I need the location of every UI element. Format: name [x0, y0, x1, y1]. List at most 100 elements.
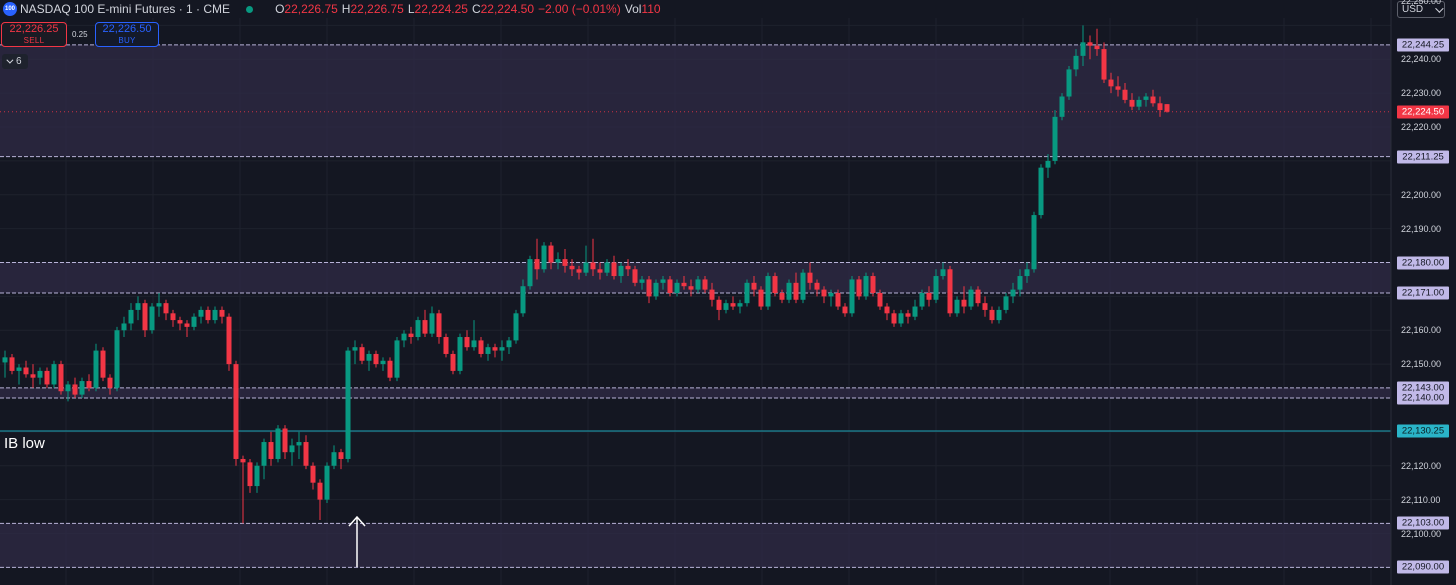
price-tick-label: 22,240.00	[1401, 54, 1442, 65]
candle-body	[793, 282, 799, 300]
candle-body	[1122, 89, 1128, 100]
candle-body	[569, 265, 575, 270]
candle-body	[282, 428, 288, 453]
candle-body	[730, 303, 736, 307]
candle-body	[86, 381, 92, 388]
candle-body	[44, 370, 50, 385]
candle-body	[30, 374, 36, 378]
candle-body	[758, 289, 764, 307]
candle-body	[247, 462, 253, 487]
candle-body	[37, 370, 43, 378]
candle-body	[485, 347, 491, 354]
candle-body	[1010, 289, 1016, 297]
change-value: −2.00 (−0.01%)	[538, 2, 621, 16]
candle-body	[58, 364, 64, 392]
candle-body	[534, 259, 540, 270]
candle-body	[1038, 167, 1044, 216]
volume-label: Vol	[624, 2, 642, 16]
candle-body	[597, 269, 603, 273]
candle-body	[394, 340, 400, 378]
candle-body	[632, 269, 638, 283]
candle-body	[100, 350, 106, 378]
candle-body	[478, 340, 484, 354]
sell-button[interactable]: 22,226.25 SELL	[1, 22, 67, 47]
candle-body	[849, 279, 855, 314]
candle-body	[408, 333, 414, 338]
candle-body	[303, 442, 309, 466]
candle-body	[639, 279, 645, 283]
candle-body	[422, 320, 428, 334]
buy-button[interactable]: 22,226.50 BUY	[95, 22, 159, 47]
candle-body	[72, 384, 78, 395]
chart-legend: 100 NASDAQ 100 E-mini Futures · 1 · CME …	[0, 0, 1390, 18]
candle-body	[884, 306, 890, 314]
candle-body	[975, 289, 981, 304]
price-tick-label: 22,230.00	[1401, 88, 1442, 99]
candle-body	[429, 313, 435, 334]
volume-value: 110	[641, 2, 661, 16]
currency-selector[interactable]: USD	[1397, 1, 1445, 18]
candle-body	[1003, 296, 1009, 310]
indicators-toggle[interactable]: 6	[2, 54, 28, 69]
candle-body	[772, 276, 778, 293]
up-arrow-annotation	[348, 515, 366, 567]
price-tick-label: 22,100.00	[1401, 528, 1442, 539]
candle-body	[765, 276, 771, 307]
candle-body	[93, 350, 99, 388]
low-label: L	[407, 2, 415, 16]
candle-body	[1024, 269, 1030, 277]
zone-price-tag: 22,180.00	[1397, 256, 1449, 269]
open-label: O	[275, 2, 285, 16]
candle-body	[1164, 104, 1170, 112]
price-tick-label: 22,200.00	[1401, 189, 1442, 200]
candle-body	[863, 276, 869, 297]
candle-body	[149, 306, 155, 331]
zone-price-tag: 22,090.00	[1397, 560, 1449, 574]
candle-body	[1017, 276, 1023, 290]
candle-body	[177, 320, 183, 324]
candle-body	[555, 259, 561, 263]
sell-label: SELL	[23, 36, 45, 45]
candle-body	[170, 313, 176, 321]
candle-body	[933, 276, 939, 300]
buy-label: BUY	[118, 36, 136, 45]
close-value: 22,224.50	[480, 2, 534, 16]
zone-price-tag: 22,244.25	[1397, 38, 1449, 52]
candle-body	[51, 364, 57, 385]
candle-body	[814, 282, 820, 290]
candle-body	[674, 282, 680, 293]
candle-body	[296, 442, 302, 446]
candle-body	[1157, 103, 1163, 111]
candle-body	[254, 465, 260, 487]
market-status-icon	[246, 5, 254, 13]
candle-body	[821, 289, 827, 297]
symbol-title[interactable]: NASDAQ 100 E-mini Futures · 1 · CME	[20, 2, 231, 16]
candle-body	[926, 292, 932, 300]
zone-rect	[0, 387, 1391, 398]
candle-body	[800, 272, 806, 300]
candle-body	[219, 309, 225, 317]
candle-body	[128, 309, 134, 324]
candle-body	[877, 292, 883, 307]
candle-body	[471, 340, 477, 348]
candle-body	[716, 299, 722, 310]
open-value: 22,226.75	[284, 2, 338, 16]
candle-body	[520, 286, 526, 314]
candlestick-series	[2, 25, 1170, 524]
candle-body	[65, 384, 71, 392]
candle-body	[681, 282, 687, 287]
candle-body	[240, 458, 246, 463]
candle-body	[737, 303, 743, 307]
candle-body	[527, 259, 533, 287]
sell-price: 22,226.25	[9, 23, 59, 35]
candle-body	[338, 452, 344, 459]
candle-body	[2, 357, 8, 363]
candle-body	[226, 316, 232, 365]
candle-body	[163, 303, 169, 314]
candle-body	[1080, 42, 1086, 56]
symbol-logo-icon[interactable]: 100	[3, 2, 17, 16]
price-tick-label: 22,120.00	[1401, 460, 1442, 471]
candle-body	[940, 269, 946, 277]
zone-rect	[0, 523, 1391, 568]
